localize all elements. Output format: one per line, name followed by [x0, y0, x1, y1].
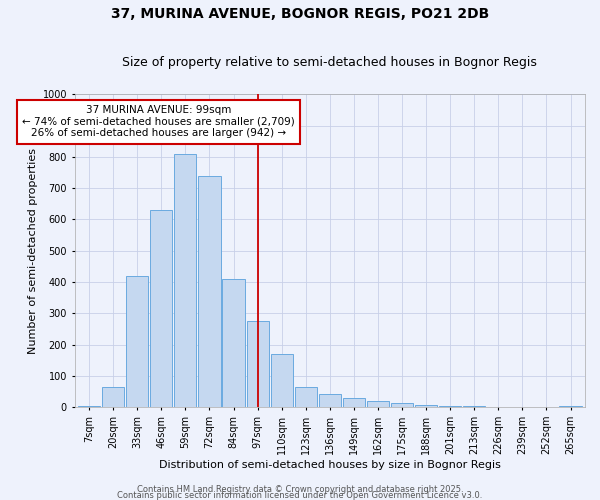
Bar — [247, 321, 269, 408]
Bar — [367, 401, 389, 407]
Bar — [102, 387, 124, 407]
Bar — [271, 354, 293, 408]
Bar — [391, 402, 413, 407]
Bar — [463, 406, 485, 407]
Text: Contains HM Land Registry data © Crown copyright and database right 2025.: Contains HM Land Registry data © Crown c… — [137, 484, 463, 494]
Bar — [78, 406, 100, 407]
Bar — [174, 154, 196, 407]
Bar — [126, 276, 148, 407]
Bar — [343, 398, 365, 407]
Bar — [295, 387, 317, 407]
Y-axis label: Number of semi-detached properties: Number of semi-detached properties — [28, 148, 38, 354]
X-axis label: Distribution of semi-detached houses by size in Bognor Regis: Distribution of semi-detached houses by … — [159, 460, 501, 470]
Bar — [319, 394, 341, 407]
Bar — [559, 406, 581, 407]
Bar — [199, 176, 221, 408]
Text: 37, MURINA AVENUE, BOGNOR REGIS, PO21 2DB: 37, MURINA AVENUE, BOGNOR REGIS, PO21 2D… — [111, 8, 489, 22]
Bar — [223, 279, 245, 407]
Bar — [439, 406, 461, 407]
Bar — [150, 210, 172, 408]
Bar — [415, 405, 437, 407]
Title: Size of property relative to semi-detached houses in Bognor Regis: Size of property relative to semi-detach… — [122, 56, 537, 70]
Text: Contains public sector information licensed under the Open Government Licence v3: Contains public sector information licen… — [118, 490, 482, 500]
Text: 37 MURINA AVENUE: 99sqm
← 74% of semi-detached houses are smaller (2,709)
26% of: 37 MURINA AVENUE: 99sqm ← 74% of semi-de… — [22, 105, 295, 138]
